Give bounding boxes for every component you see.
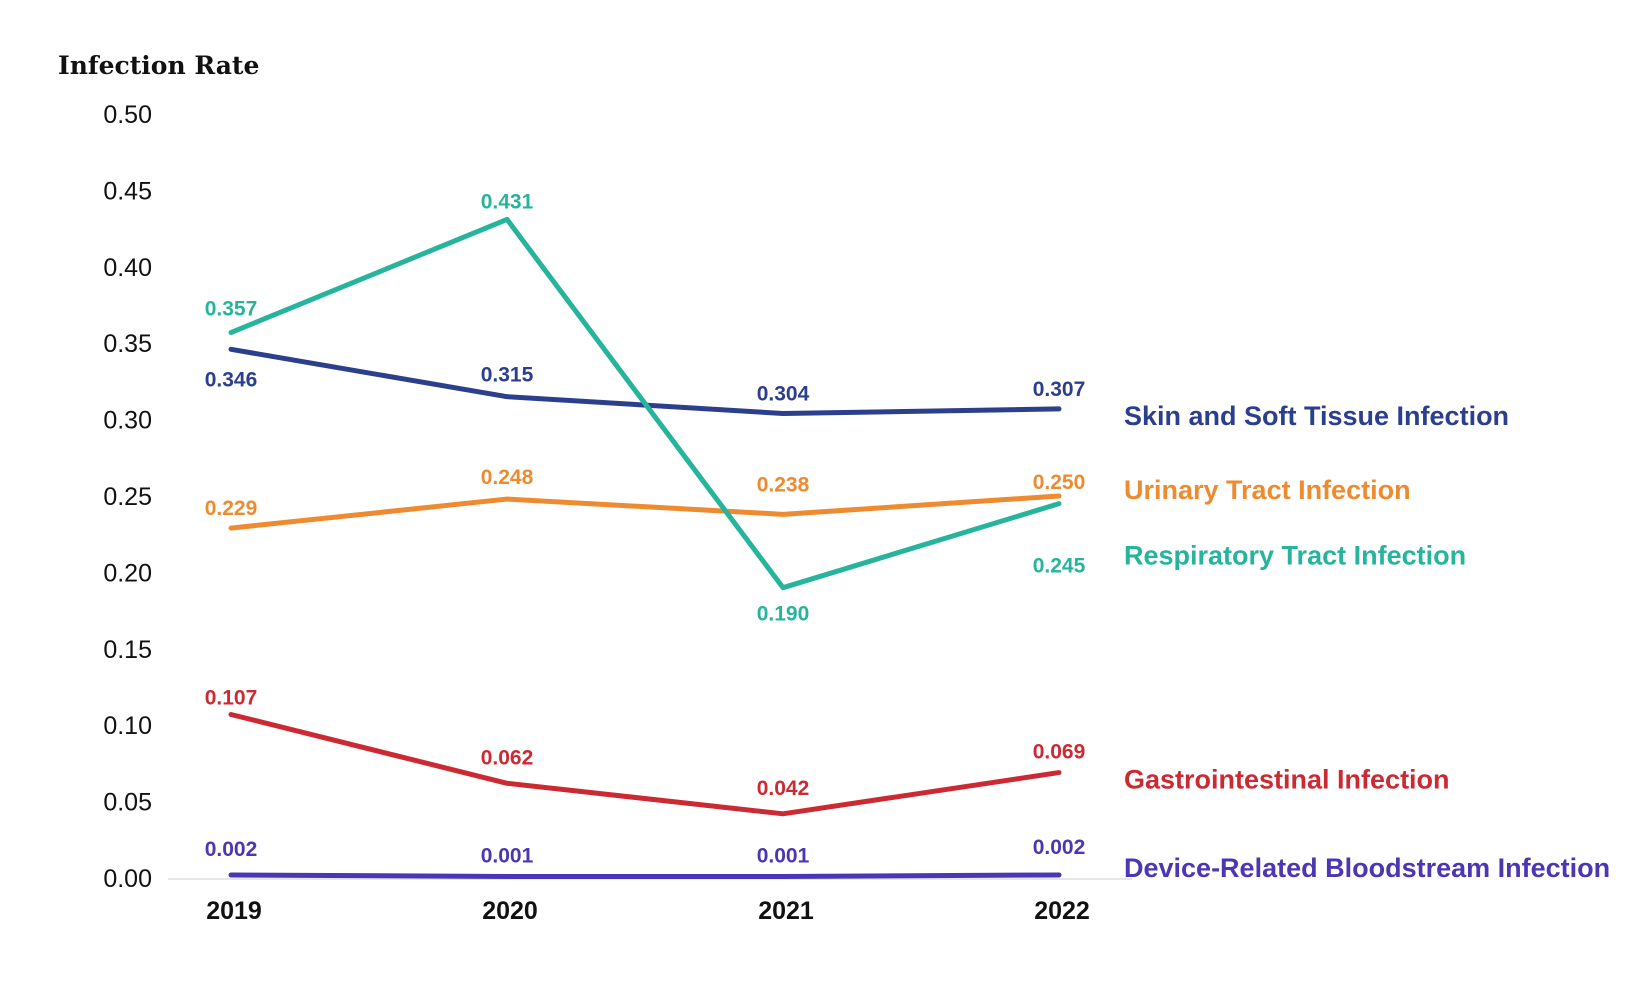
y-tick-label: 0.20 — [103, 559, 152, 587]
data-label: 0.304 — [757, 382, 810, 405]
series-label: Gastrointestinal Infection — [1124, 765, 1450, 795]
x-tick-label: 2020 — [482, 897, 538, 925]
series-line-1 — [228, 493, 1062, 531]
series-line-2 — [228, 216, 1062, 591]
data-label: 0.107 — [205, 687, 258, 710]
data-label: 0.248 — [481, 466, 534, 489]
data-label: 0.238 — [757, 473, 810, 496]
y-tick-label: 0.15 — [103, 636, 152, 664]
data-label: 0.002 — [1033, 836, 1086, 859]
x-tick-label: 2022 — [1034, 897, 1090, 925]
data-label: 0.002 — [205, 838, 258, 861]
y-tick-label: 0.35 — [103, 330, 152, 358]
data-label: 0.229 — [205, 497, 258, 520]
data-label: 0.315 — [481, 364, 534, 387]
y-axis-title: Infection Rate — [58, 51, 259, 80]
series-label: Respiratory Tract Infection — [1124, 541, 1466, 571]
y-tick-label: 0.45 — [103, 177, 152, 205]
x-tick-label: 2021 — [758, 897, 814, 925]
data-label: 0.431 — [481, 190, 534, 213]
data-label: 0.250 — [1033, 471, 1086, 494]
data-label: 0.346 — [205, 368, 258, 391]
y-tick-label: 0.10 — [103, 712, 152, 740]
data-label: 0.042 — [757, 777, 810, 800]
data-label: 0.357 — [205, 298, 258, 321]
x-tick-label: 2019 — [206, 897, 262, 925]
series-line-4 — [228, 872, 1062, 879]
series-line-3 — [228, 712, 1062, 817]
y-tick-label: 0.25 — [103, 483, 152, 511]
series-label: Urinary Tract Infection — [1124, 475, 1411, 505]
data-label: 0.001 — [481, 844, 534, 867]
y-tick-label: 0.50 — [103, 101, 152, 129]
data-label: 0.069 — [1033, 741, 1086, 764]
y-tick-label: 0.30 — [103, 407, 152, 435]
data-label: 0.307 — [1033, 378, 1086, 401]
data-label: 0.001 — [757, 844, 810, 867]
y-tick-label: 0.40 — [103, 254, 152, 282]
data-label: 0.190 — [757, 603, 810, 626]
data-label: 0.245 — [1033, 555, 1086, 578]
y-tick-label: 0.00 — [103, 865, 152, 893]
series-label: Device-Related Bloodstream Infection — [1124, 853, 1610, 883]
series-label: Skin and Soft Tissue Infection — [1124, 401, 1509, 431]
data-label: 0.062 — [481, 746, 534, 769]
y-tick-label: 0.05 — [103, 789, 152, 817]
